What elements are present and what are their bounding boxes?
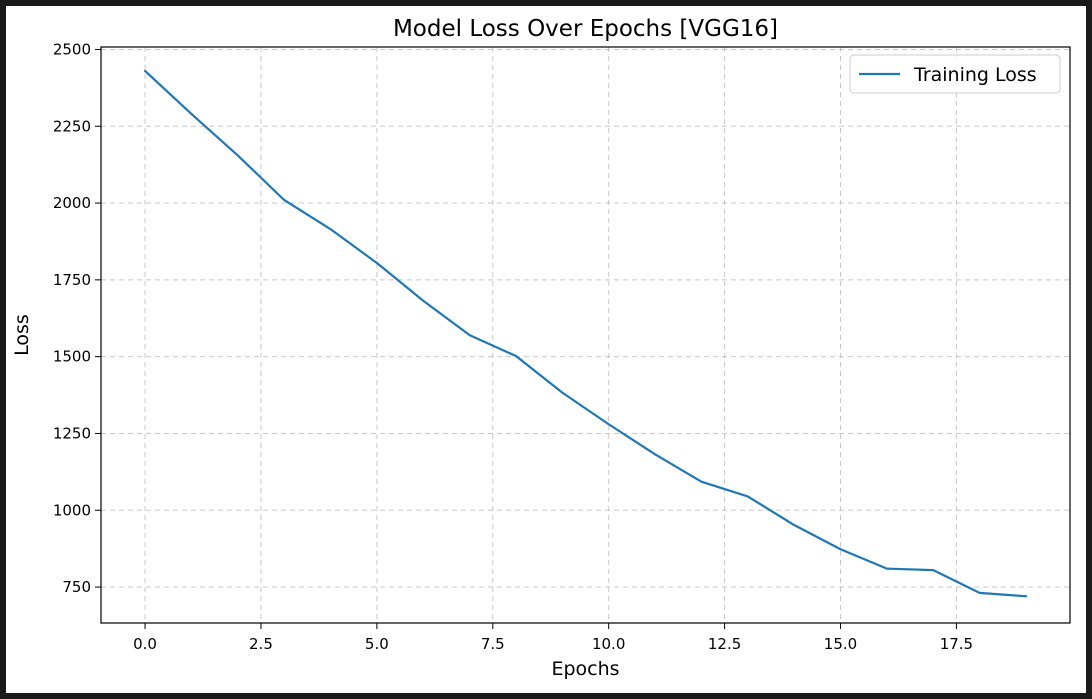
y-tick-label: 1000 [53,501,91,519]
x-tick-label: 7.5 [481,635,505,653]
y-tick-label: 2000 [53,194,91,212]
x-tick-label: 0.0 [133,635,157,653]
x-tick-label: 10.0 [592,635,625,653]
x-tick-label: 2.5 [249,635,273,653]
x-tick-label: 17.5 [940,635,973,653]
y-tick-label: 1750 [53,271,91,289]
loss-line-chart: 0.0 2.5 5.0 7.5 10.0 12.5 15.0 17.5 750 1000 1250 1… [6,6,1086,693]
x-tick-label: 15.0 [824,635,857,653]
chart-figure: 0.0 2.5 5.0 7.5 10.0 12.5 15.0 17.5 750 1000 1250 1… [6,6,1086,693]
y-tick-label: 1250 [53,424,91,442]
y-tick-label: 1500 [53,348,91,366]
x-tick-label: 5.0 [365,635,389,653]
y-axis-title: Loss [11,314,33,356]
legend-box [849,54,1061,94]
series-layer [143,69,1028,598]
y-tick-label: 2500 [53,40,91,58]
chart-title: Model Loss Over Epochs [VGG16] [393,16,778,42]
grid-lines [101,47,1070,623]
y-tick-label: 750 [62,578,91,596]
x-tick-label: 12.5 [708,635,741,653]
legend-label: Training Loss [913,64,1037,86]
y-tick-label: 2250 [53,117,91,135]
plot-frame [100,46,1071,624]
series-line-training-loss [143,69,1028,598]
figure-background [6,6,1086,693]
axis-ticks: 0.0 2.5 5.0 7.5 10.0 12.5 15.0 17.5 750 1000 1250 1… [53,40,973,653]
legend: Training Loss [849,54,1061,94]
x-axis-title: Epochs [551,658,619,680]
